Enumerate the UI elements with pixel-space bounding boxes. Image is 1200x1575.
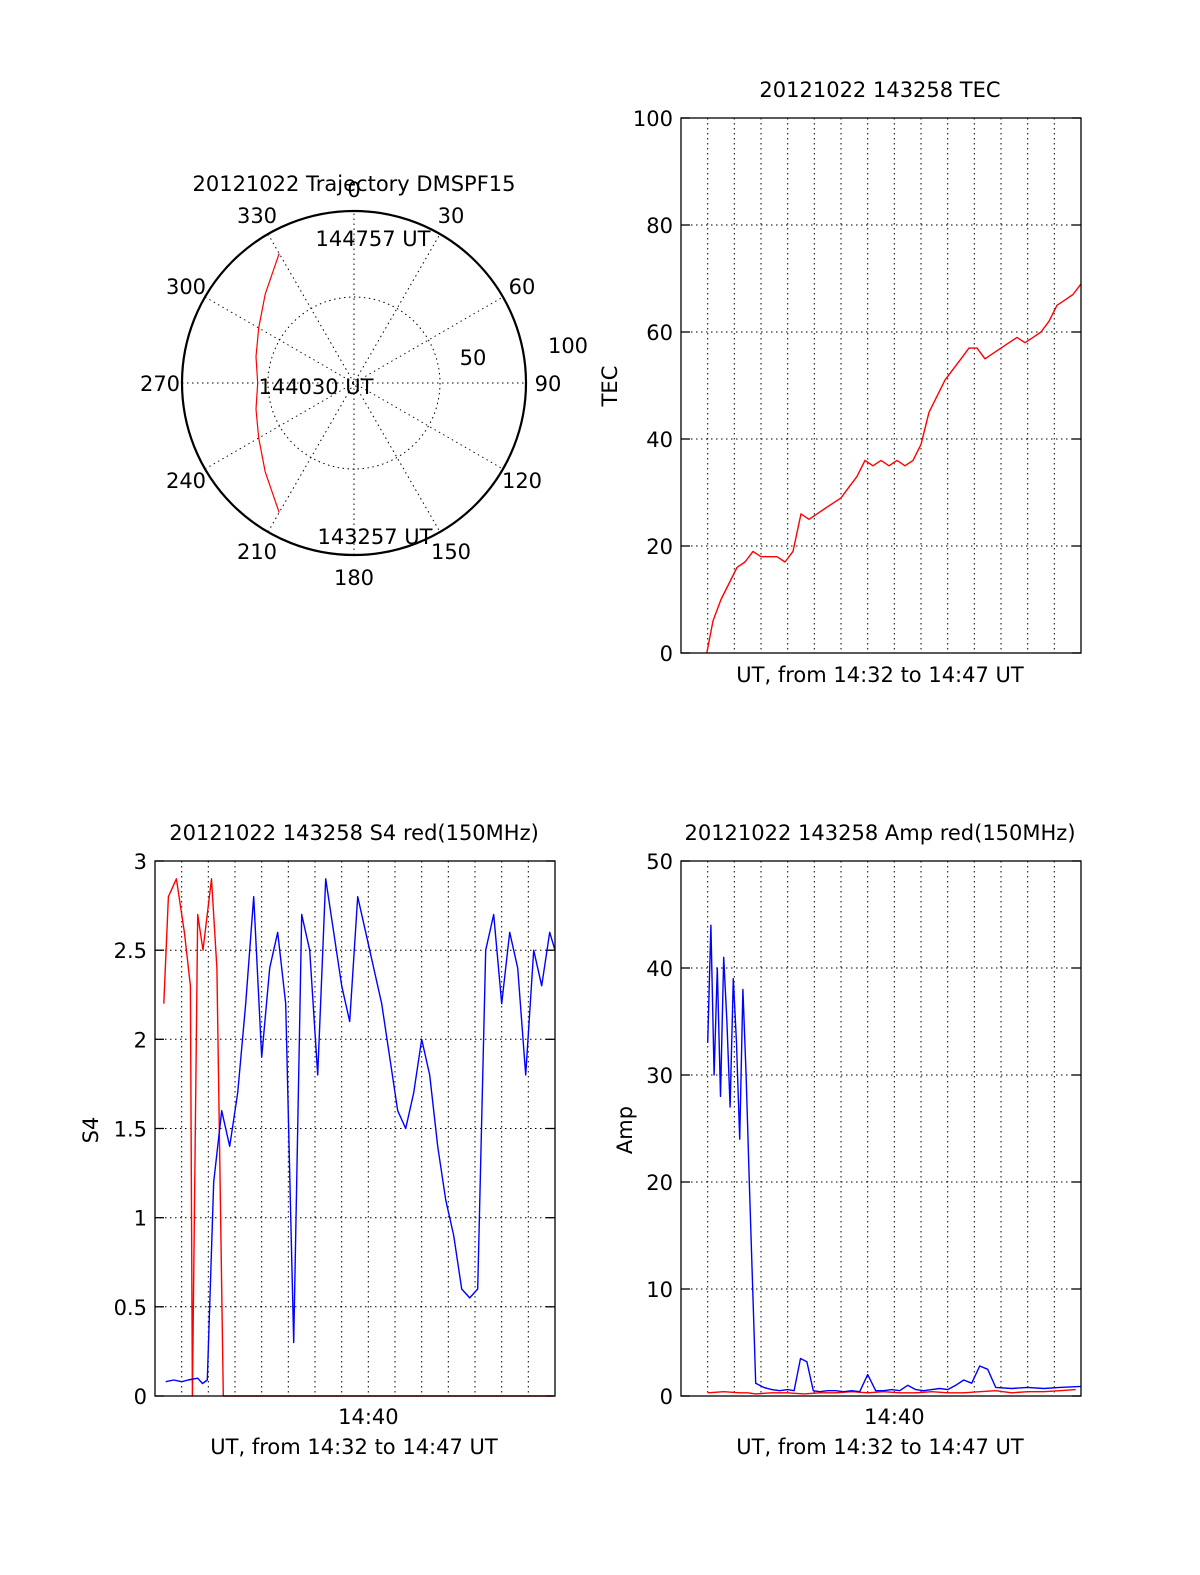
y-tick-label: 10 [646, 1278, 673, 1302]
polar-angle-label: 60 [509, 275, 536, 299]
polar-angle-label: 270 [140, 372, 180, 396]
series-group [707, 924, 1082, 1395]
y-tick-label: 50 [646, 850, 673, 874]
polar-grid [180, 209, 528, 557]
series-line-1 [163, 878, 553, 1397]
tec-y-axis-label: TEC [598, 366, 622, 408]
y-tick-label: 40 [646, 957, 673, 981]
amp-title: 20121022 143258 Amp red(150MHz) [684, 821, 1075, 845]
polar-angle-label: 240 [166, 469, 206, 493]
amp-x-axis-label: UT, from 14:32 to 14:47 UT [736, 1435, 1024, 1459]
plot-frame [680, 117, 1082, 654]
y-tick-label: 2.5 [114, 939, 147, 963]
polar-angle-label: 300 [166, 275, 206, 299]
amp-panel: 20121022 143258 Amp red(150MHz) UT, from… [613, 821, 1082, 1459]
trajectory-line [255, 253, 280, 513]
polar-angle-label: 150 [431, 540, 471, 564]
polar-angle-label: 120 [502, 469, 542, 493]
plot-frame [154, 860, 556, 1397]
polar-inner-circle [267, 296, 441, 470]
amp-y-axis-label: Amp [613, 1106, 637, 1154]
y-tick-label: 80 [646, 214, 673, 238]
radial-label-100: 100 [548, 334, 588, 358]
trajectory-title: 20121022 Trajectory DMSPF15 [192, 172, 515, 196]
y-tick-label: 0.5 [114, 1296, 147, 1320]
polar-angle-label: 330 [237, 204, 277, 228]
x-tick-label: 14:40 [864, 1405, 925, 1429]
series-line-1 [706, 283, 1082, 654]
series-group [163, 878, 556, 1397]
y-tick-label: 0 [660, 1385, 673, 1409]
y-tick-label: 100 [633, 107, 673, 131]
s4-panel: 20121022 143258 S4 red(150MHz) UT, from … [79, 821, 556, 1459]
s4-x-axis-label: UT, from 14:32 to 14:47 UT [210, 1435, 498, 1459]
s4-title: 20121022 143258 S4 red(150MHz) [169, 821, 539, 845]
polar-angle-label: 90 [535, 372, 562, 396]
x-tick-label: 14:40 [338, 1405, 399, 1429]
y-tick-label: 3 [134, 850, 147, 874]
tec-x-axis-label: UT, from 14:32 to 14:47 UT [736, 663, 1024, 687]
series-line-1 [707, 1388, 1076, 1395]
annotation-mid-time: 144030 UT [258, 375, 373, 399]
y-tick-label: 0 [134, 1385, 147, 1409]
y-tick-label: 1 [134, 1207, 147, 1231]
trajectory-polar-plot: 20121022 Trajectory DMSPF15 0 30 60 90 120 15… [140, 172, 588, 590]
annotation-end-time: 144757 UT [315, 227, 430, 251]
y-tick-label: 0 [660, 642, 673, 666]
plot-frame [680, 860, 1082, 1397]
polar-series [255, 253, 280, 513]
y-tick-label: 20 [646, 1171, 673, 1195]
polar-angle-label: 30 [438, 204, 465, 228]
y-tick-label: 30 [646, 1064, 673, 1088]
polar-angle-label: 180 [334, 566, 374, 590]
polar-angle-labels: 0 30 60 90 120 150 180 210 240 270 300 330 [140, 178, 561, 590]
series-line-2 [165, 878, 556, 1385]
y-tick-label: 2 [134, 1028, 147, 1052]
y-tick-label: 60 [646, 321, 673, 345]
y-tick-label: 20 [646, 535, 673, 559]
polar-angle-label: 210 [237, 540, 277, 564]
annotation-start-time: 143257 UT [317, 525, 432, 549]
series-group [706, 283, 1082, 654]
series-line-2 [707, 924, 1082, 1393]
radial-label-50: 50 [460, 346, 487, 370]
tec-panel: 20121022 143258 TEC UT, from 14:32 to 14… [598, 78, 1082, 687]
tec-title: 20121022 143258 TEC [759, 78, 1000, 102]
y-tick-label: 1.5 [114, 1118, 147, 1142]
y-tick-label: 40 [646, 428, 673, 452]
polar-angle-label: 0 [347, 178, 360, 202]
s4-y-axis-label: S4 [79, 1117, 103, 1144]
